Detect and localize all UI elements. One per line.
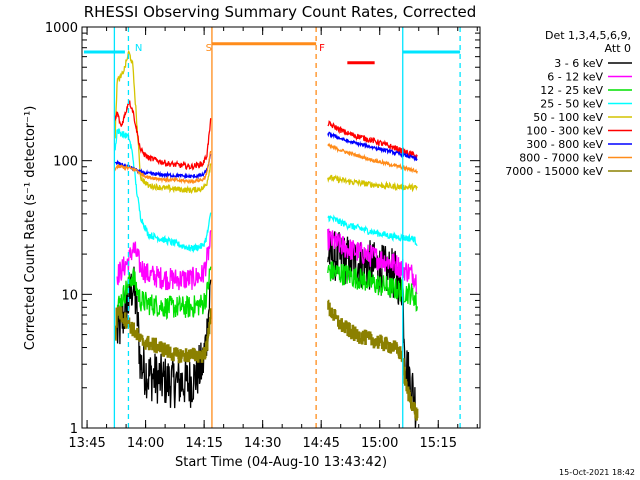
legend-label-3: 25 - 50 keV (540, 98, 603, 111)
legend-label-5: 100 - 300 keV (526, 125, 603, 138)
chart-title: RHESSI Observing Summary Count Rates, Co… (84, 3, 477, 21)
y-tick-label-2: 100 (53, 155, 78, 170)
y-tick-label-0: 1 (70, 422, 78, 437)
y-tick-label-1: 10 (61, 288, 78, 303)
series-line-0 (116, 266, 212, 409)
flag-label-2: F (319, 43, 325, 54)
series-line-7 (114, 150, 212, 185)
timestamp: 15-Oct-2021 18:42 (559, 468, 635, 477)
legend-label-7: 800 - 7000 keV (519, 152, 603, 165)
y-axis: 1 10 100 1000 (45, 21, 480, 437)
x-tick-label-3: 14:30 (244, 436, 281, 451)
series-line-4 (327, 174, 418, 193)
x-tick-label-6: 15:15 (420, 436, 457, 451)
legend-label-1: 6 - 12 keV (547, 71, 603, 84)
series-line-3 (114, 128, 212, 254)
plot-frame (81, 26, 481, 429)
legend-label-2: 12 - 25 keV (540, 84, 603, 97)
legend-label-6: 300 - 800 keV (526, 138, 603, 151)
x-axis-label: Start Time (04-Aug-10 13:43:42) (175, 455, 387, 470)
series-line-2 (116, 266, 212, 321)
x-tick-label-5: 15:00 (361, 436, 398, 451)
flag-label-0: N (135, 43, 142, 54)
series-line-8 (114, 306, 212, 364)
flag-label-1: S (206, 43, 212, 54)
legend-label-0: 3 - 6 keV (554, 57, 603, 70)
series-line-6 (327, 131, 418, 162)
x-axis: 13:45 14:00 14:15 14:30 14:45 15:00 15:15 (68, 27, 478, 451)
y-tick-label-3: 1000 (45, 21, 78, 36)
x-tick-label-1: 14:00 (127, 436, 164, 451)
series-line-4 (114, 49, 212, 195)
x-tick-label-2: 14:15 (185, 436, 222, 451)
x-tick-label-4: 14:45 (302, 436, 339, 451)
legend-header-1: Att 0 (605, 42, 631, 55)
series-line-5 (114, 100, 212, 171)
legend-label-4: 50 - 100 keV (533, 111, 603, 124)
legend-label-8: 7000 - 15000 keV (505, 165, 603, 178)
y-axis-label: Corrected Count Rate (s⁻¹ detector⁻¹) (23, 106, 38, 351)
series-line-1 (116, 230, 212, 291)
x-tick-label-0: 13:45 (68, 436, 105, 451)
legend-header-0: Det 1,3,4,5,6,9, (545, 29, 631, 42)
